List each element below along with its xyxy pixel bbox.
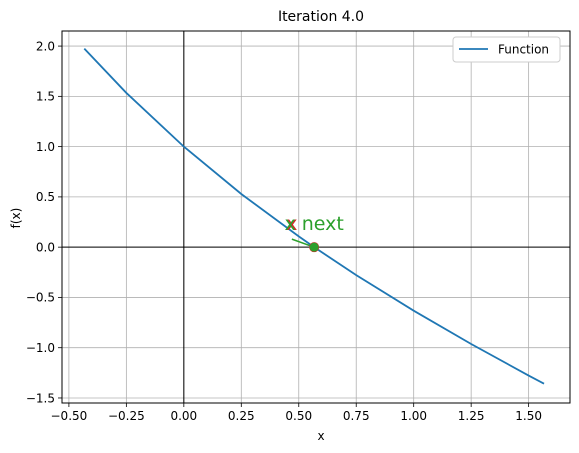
x-axis-ticks: −0.50 −0.25 0.00 0.25 0.50 0.75 1.00 1.25 1.50 [51, 403, 542, 423]
y-tick-label: 2.0 [36, 39, 55, 53]
y-axis-label: f(x) [9, 208, 23, 229]
x-tick-label: 0.25 [228, 409, 255, 423]
x-tick-label: 0.50 [285, 409, 312, 423]
x-tick-label: −0.25 [108, 409, 145, 423]
x-tick-label: 0.00 [170, 409, 197, 423]
y-axis-ticks: −1.5 −1.0 −0.5 0.0 0.5 1.0 1.5 2.0 [26, 39, 62, 405]
legend: Function [452, 36, 561, 63]
point-marker [309, 242, 319, 252]
annotations: xx next [284, 213, 343, 235]
legend-box [452, 36, 561, 63]
y-tick-label: 0.0 [36, 240, 55, 254]
y-tick-label: 1.0 [36, 140, 55, 154]
x-tick-label: 0.75 [343, 409, 370, 423]
x-tick-label: −0.50 [51, 409, 88, 423]
y-tick-label: −0.5 [26, 291, 55, 305]
y-tick-label: 1.5 [36, 90, 55, 104]
plot-frame [61, 30, 571, 404]
chart-title: Iteration 4.0 [278, 9, 364, 25]
y-tick-label: −1.0 [26, 341, 55, 355]
x-axis-label: x [317, 429, 324, 443]
annotation-label: x [286, 213, 297, 235]
x-tick-label: 1.50 [515, 409, 542, 423]
x-tick-label: 1.25 [458, 409, 485, 423]
x-tick-label: 1.00 [400, 409, 427, 423]
legend-label: Function [498, 43, 549, 57]
markers [291, 238, 320, 253]
annotation-label: x next [284, 213, 343, 235]
y-tick-label: 0.5 [36, 190, 55, 204]
y-tick-label: −1.5 [26, 391, 55, 405]
